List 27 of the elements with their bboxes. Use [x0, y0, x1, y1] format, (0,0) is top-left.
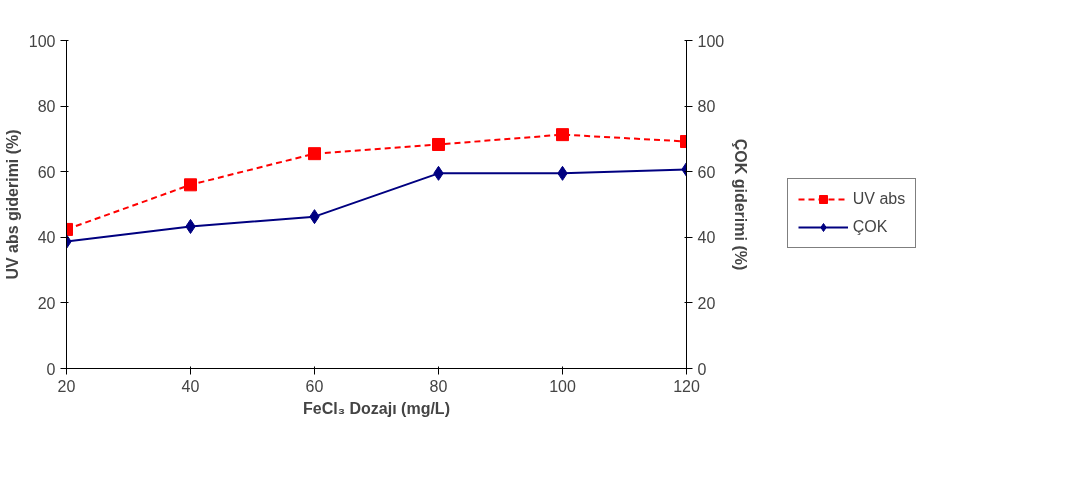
point — [556, 128, 569, 142]
y-tick-label: 0 — [46, 360, 56, 378]
y2-tick-label: 60 — [697, 163, 716, 181]
y2-tick-label: 20 — [697, 294, 716, 312]
y-axis-title: UV abs giderimi (%) — [3, 129, 21, 280]
legend-label: UV abs — [852, 190, 906, 208]
y2-tick-label: 40 — [697, 229, 716, 247]
x-tick-label: 120 — [673, 377, 700, 395]
y2-tick-label: 80 — [697, 98, 716, 116]
x-axis-title: FeCl₃ Dozajı (mg/L) — [303, 399, 450, 417]
x-tick-label: 40 — [181, 377, 200, 395]
x-tick-label: 100 — [549, 377, 576, 395]
y-tick-label: 60 — [37, 163, 56, 181]
y-tick-label: 80 — [37, 98, 56, 116]
x-tick-label: 60 — [305, 377, 324, 395]
y-tick-label: 20 — [37, 294, 56, 312]
x-tick-label: 20 — [57, 377, 76, 395]
y2-tick-label: 100 — [697, 32, 725, 50]
y2-tick-label: 0 — [697, 360, 707, 378]
y-tick-label: 40 — [37, 229, 56, 247]
x-tick-label: 80 — [429, 377, 448, 395]
y2-axis-title: ÇOK giderimi (%) — [732, 138, 750, 271]
point — [432, 137, 445, 151]
point — [184, 178, 197, 192]
legend-label: ÇOK — [852, 218, 888, 236]
y-tick-label: 100 — [28, 32, 56, 50]
point — [308, 147, 321, 161]
